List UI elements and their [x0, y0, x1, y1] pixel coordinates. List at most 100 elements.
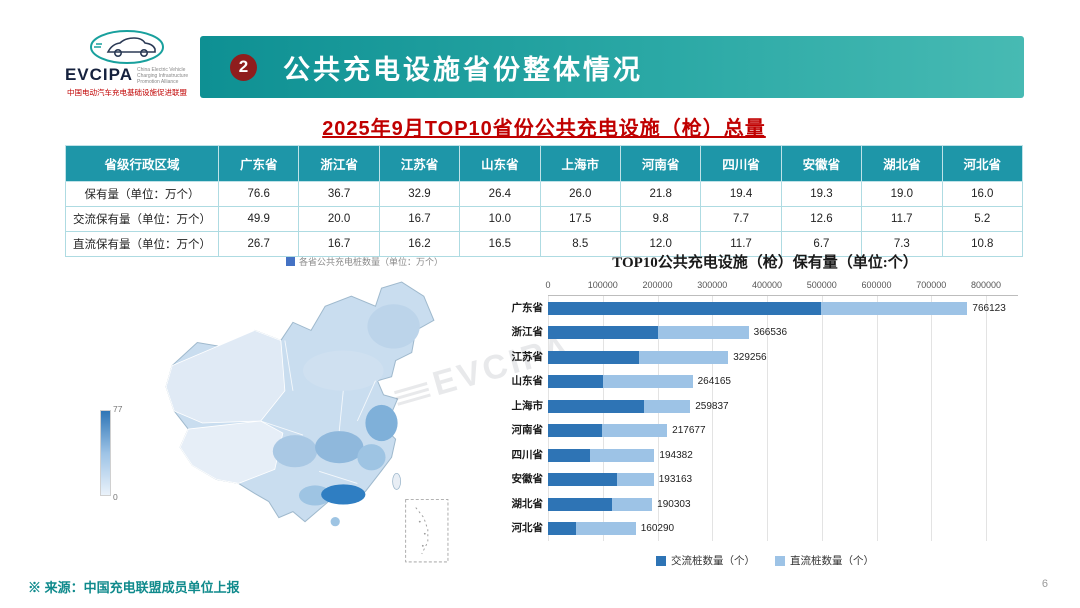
table-header-cell: 河南省 [619, 145, 702, 182]
map-legend: 各省公共充电桩数量（单位：万个） [286, 255, 443, 268]
dc-bar-segment [590, 448, 655, 462]
scale-gradient-bar [100, 410, 111, 496]
bar-row: 264165 [548, 370, 1018, 395]
bar-row: 366536 [548, 321, 1018, 346]
table-header-cell: 广东省 [217, 145, 300, 182]
table-cell: 11.7 [700, 231, 782, 257]
bar-row: 329256 [548, 345, 1018, 370]
x-tick-label: 300000 [697, 280, 728, 290]
logo-car-icon [90, 30, 164, 64]
scale-min-label: 0 [113, 492, 118, 502]
table-header-cell: 山东省 [459, 145, 541, 182]
bar-row: 160290 [548, 517, 1018, 542]
ac-bar-segment [548, 301, 822, 315]
chart-category-label: 湖北省 [511, 498, 544, 510]
legend-label: 交流桩数量（个） [671, 555, 755, 567]
table-header-cell: 安徽省 [780, 145, 863, 182]
bar-value-label: 766123 [972, 302, 1006, 314]
legend-label: 直流桩数量（个） [790, 555, 874, 567]
table-cell: 10.8 [941, 231, 1024, 257]
table-cell: 11.7 [861, 206, 943, 232]
gridline [986, 296, 987, 541]
table-cell: 16.7 [298, 231, 380, 257]
chart-plot-area: 766123 366536 329256 264165 259837 217677 1943… [548, 295, 1018, 541]
table-row-label: 保有量（单位：万个） [65, 181, 219, 207]
logo-subtitle-en: China Electric Vehicle Charging Infrastr… [137, 67, 189, 85]
table-cell: 12.0 [619, 231, 702, 257]
table-cell: 6.7 [780, 231, 863, 257]
chart-x-axis: 0 100000 200000 300000 400000 500000 600000 700… [545, 280, 1001, 295]
table-header-cell: 河北省 [941, 145, 1024, 182]
chart-title: TOP10公共充电设施（枪）保有量（单位:个） [612, 255, 918, 271]
table-header-cell: 浙江省 [298, 145, 380, 182]
table-cell: 19.3 [780, 181, 863, 207]
table-cell: 7.3 [861, 231, 943, 257]
table-header-cell: 上海市 [539, 145, 621, 182]
x-tick-label: 400000 [751, 280, 783, 290]
table-header-cell: 四川省 [700, 145, 782, 182]
chart-category-label: 浙江省 [511, 327, 544, 339]
table-row: 保有量（单位：万个） 76.6 36.7 32.9 26.4 26.0 21.8 19.4 19… [65, 181, 1024, 207]
ac-bar-segment [548, 448, 591, 462]
x-tick-label: 100000 [587, 280, 618, 290]
ac-bar-segment [548, 522, 577, 536]
bar-row: 259837 [548, 394, 1018, 419]
south-china-sea-inset [405, 499, 449, 563]
table-cell: 7.7 [700, 206, 782, 232]
dc-bar-segment [602, 375, 693, 389]
chart-category-label: 广东省 [511, 302, 544, 314]
table-cell: 16.7 [378, 206, 461, 232]
dc-bar-segment [576, 522, 636, 536]
table-cell: 49.9 [217, 206, 300, 232]
table-cell: 26.4 [459, 181, 541, 207]
legend-item: 直流桩数量（个） [775, 553, 874, 568]
logo-subtitle: 中国电动汽车充电基础设施促进联盟 [67, 88, 187, 98]
table-title: 2025年9月TOP10省份公共充电设施（枪）总量 [322, 118, 766, 140]
ac-bar-segment [548, 350, 640, 364]
bar-value-label: 329256 [733, 351, 767, 363]
bar-row: 193163 [548, 468, 1018, 493]
bar-value-label: 217677 [672, 425, 706, 437]
table-cell: 26.7 [217, 231, 300, 257]
x-tick-label: 800000 [970, 280, 1002, 290]
ac-bar-segment [548, 473, 617, 487]
ac-bar-segment [548, 375, 603, 389]
map-legend-swatch [286, 257, 295, 266]
gridline [931, 296, 933, 541]
chart-category-label: 山东省 [511, 376, 544, 388]
table-row-label: 交流保有量（单位：万个） [65, 206, 219, 232]
table-cell: 26.0 [539, 181, 621, 207]
table-cell: 21.8 [619, 181, 702, 207]
table-cell: 19.0 [861, 181, 943, 207]
chart-category-labels: 广东省 浙江省 江苏省 山东省 上海市 河南省 四川省 安徽省 湖北省 河北省 [500, 295, 548, 541]
table-header-cell: 江苏省 [378, 145, 461, 182]
bar-row: 190303 [548, 492, 1018, 517]
header-bar: 2 公共充电设施省份整体情况 [200, 36, 1024, 98]
ac-bar-segment [548, 399, 644, 413]
table-row-label: 直流保有量（单位：万个） [65, 231, 219, 257]
table-header-cell: 省级行政区域 [65, 145, 219, 182]
table-cell: 76.6 [217, 181, 300, 207]
legend-swatch [656, 555, 666, 566]
x-tick-label: 500000 [806, 280, 837, 290]
map-legend-label: 各省公共充电桩数量（单位：万个） [299, 257, 444, 267]
gridline [548, 296, 549, 541]
legend-swatch [775, 555, 785, 566]
table-cell: 19.4 [700, 181, 782, 207]
dc-bar-segment [616, 473, 654, 487]
dc-bar-segment [639, 350, 729, 364]
table-cell: 36.7 [298, 181, 380, 207]
evcipa-logo: EVCIPA China Electric Vehicle Charging I… [52, 28, 202, 98]
provinces-table: 省级行政区域 广东省 浙江省 江苏省 山东省 上海市 河南省 四川省 安徽省 湖北省 河北省 保有量（… [65, 145, 1024, 257]
bar-value-label: 264165 [697, 376, 731, 388]
chart-legend: 交流桩数量（个） 直流桩数量（个） [535, 553, 995, 568]
ac-bar-segment [548, 424, 602, 438]
ac-bar-segment [548, 326, 658, 340]
gridline [876, 296, 878, 541]
table-cell: 17.5 [539, 206, 621, 232]
bar-value-label: 259837 [695, 400, 729, 412]
bar-value-label: 160290 [640, 523, 675, 535]
scale-max-label: 77 [113, 404, 123, 414]
section-number-badge: 2 [230, 53, 257, 81]
